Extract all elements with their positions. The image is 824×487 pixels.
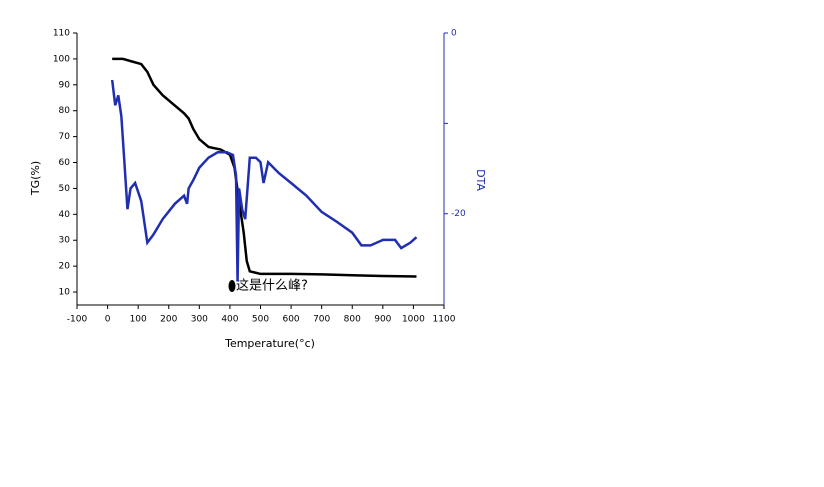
y-tick-label: 90 — [59, 80, 71, 90]
y-tick-label: 40 — [59, 210, 71, 220]
x-tick-label: 900 — [374, 315, 391, 325]
y-axis-label: TG(%) — [29, 161, 42, 196]
x-tick-label: 200 — [160, 315, 177, 325]
y-tick-label: 80 — [59, 106, 71, 116]
x-tick-label: 600 — [282, 315, 299, 325]
y2-tick-label: 0 — [451, 29, 457, 39]
y-tick-label: 60 — [59, 158, 71, 168]
y-tick-label: 100 — [53, 54, 70, 64]
y-tick-label: 10 — [59, 288, 71, 298]
y-tick-label: 20 — [59, 262, 71, 272]
y-tick-label: 70 — [59, 132, 71, 142]
y2-tick-label: -20 — [451, 209, 466, 219]
x-tick-label: 300 — [191, 315, 208, 325]
x-tick-label: 0 — [105, 315, 111, 325]
x-tick-label: 100 — [130, 315, 147, 325]
y-tick-label: 110 — [53, 29, 70, 39]
annotation: 这是什么峰? — [236, 278, 308, 294]
y-tick-label: 50 — [59, 184, 71, 194]
x-tick-label: 700 — [313, 315, 330, 325]
x-axis-label: Temperature(°c) — [224, 337, 315, 350]
x-tick-label: 1000 — [402, 315, 425, 325]
x-tick-label: 500 — [252, 315, 269, 325]
x-tick-label: -100 — [67, 315, 88, 325]
y-tick-label: 30 — [59, 236, 71, 246]
y2-axis-label: DTA — [474, 169, 487, 191]
x-tick-label: 400 — [221, 315, 238, 325]
data-line — [110, 79, 418, 282]
data-line — [112, 57, 417, 278]
x-tick-label: 1100 — [433, 315, 456, 325]
x-tick-label: 800 — [344, 315, 361, 325]
annotation-marker — [228, 280, 236, 292]
